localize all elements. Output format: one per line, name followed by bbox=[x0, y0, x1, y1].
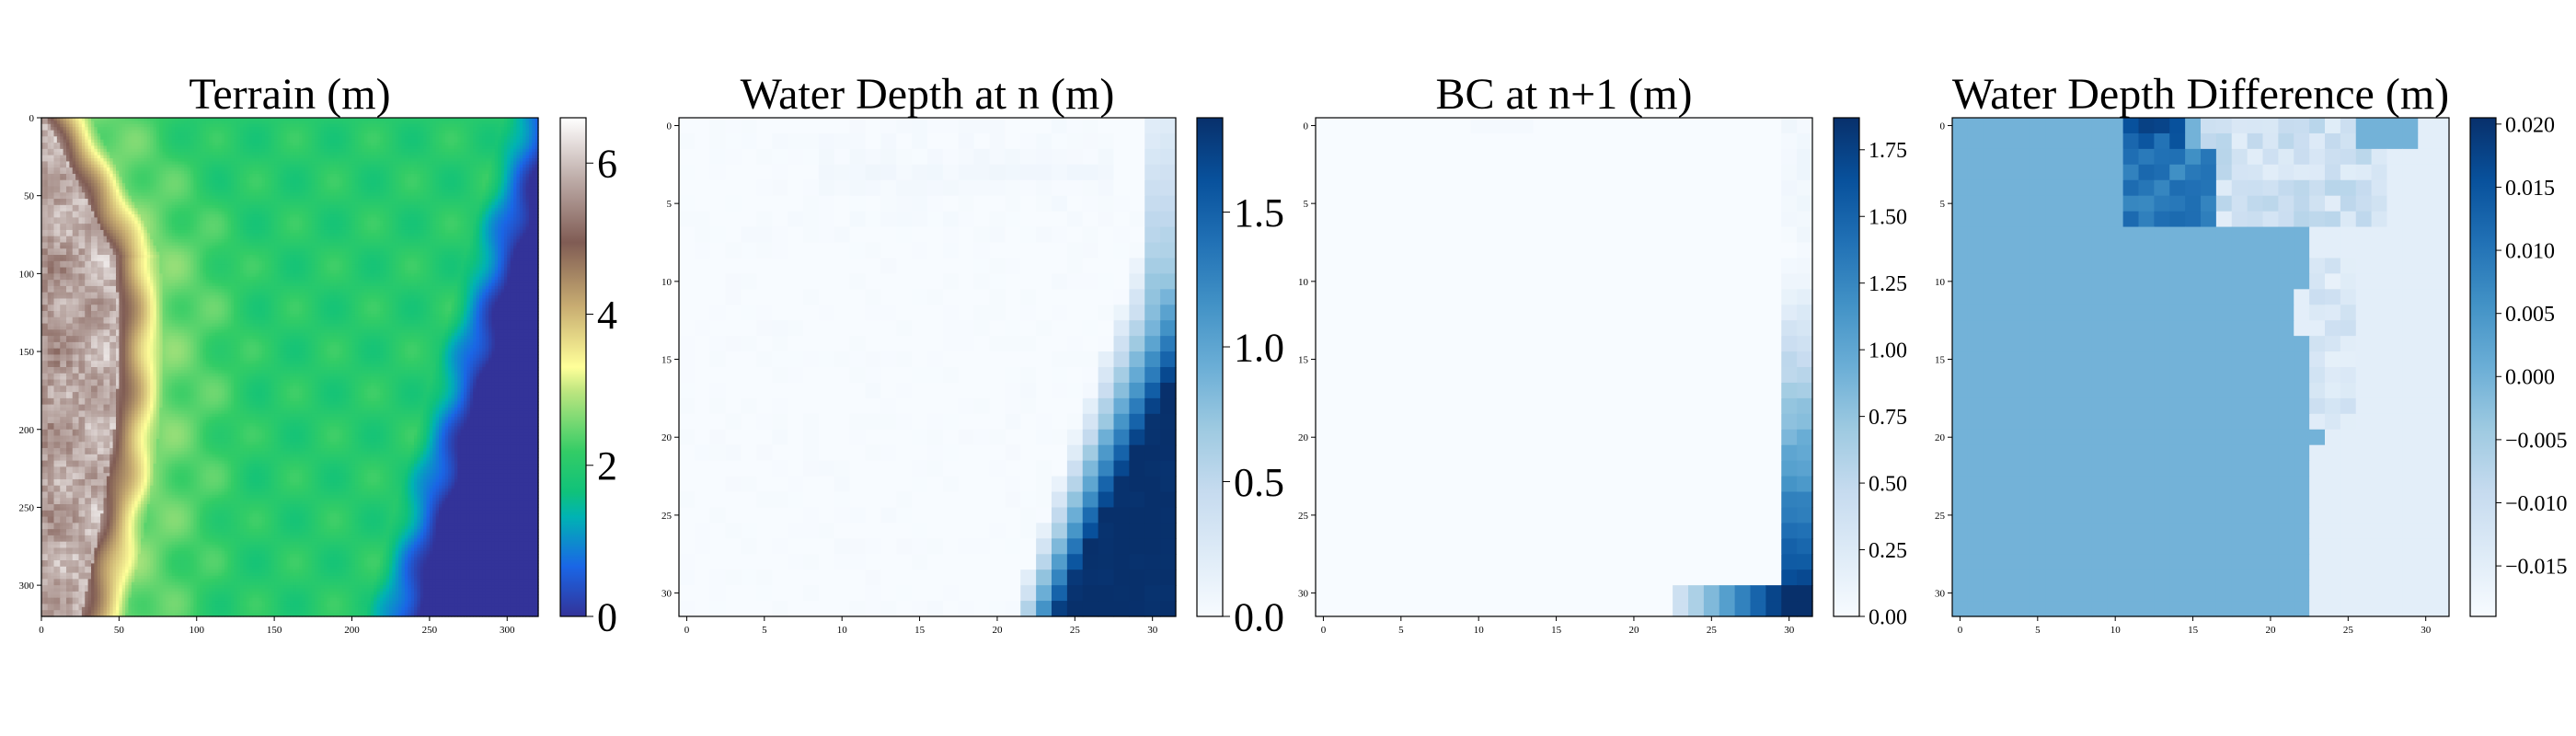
panel-title: Terrain (m) bbox=[189, 70, 390, 119]
heatmap-cells bbox=[41, 118, 539, 617]
panel-terrain: Terrain (m)0 50 100 150 200 250 30005010015020… bbox=[19, 70, 618, 639]
